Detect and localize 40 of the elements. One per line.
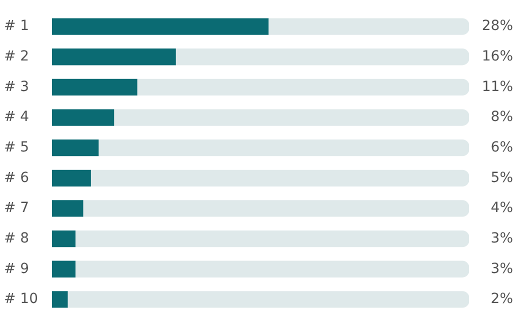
y-tick-label: # 9 xyxy=(4,260,30,277)
data-label: 8% xyxy=(490,109,513,126)
bar xyxy=(52,18,269,35)
bar xyxy=(52,230,76,248)
bar xyxy=(52,200,84,217)
y-tick-label: # 7 xyxy=(4,200,30,216)
bar xyxy=(74,230,469,248)
y-tick-label: # 3 xyxy=(4,78,30,95)
bar xyxy=(74,260,469,278)
bar xyxy=(67,291,469,308)
data-label: 5% xyxy=(490,170,513,186)
data-label: 4% xyxy=(490,200,513,216)
y-tick-label: # 2 xyxy=(4,48,30,65)
bar xyxy=(52,140,99,156)
data-label: 3% xyxy=(490,260,513,277)
bar xyxy=(82,200,469,217)
bar xyxy=(90,170,469,186)
y-tick-label: # 10 xyxy=(4,291,38,308)
bar xyxy=(175,48,469,66)
bar xyxy=(52,291,68,308)
bar xyxy=(52,170,91,186)
y-tick-label: # 4 xyxy=(4,109,30,126)
data-label: 11% xyxy=(482,78,513,95)
data-label: 6% xyxy=(490,139,513,156)
data-label: 3% xyxy=(490,230,513,246)
data-label: 2% xyxy=(490,291,513,308)
bar xyxy=(52,48,176,66)
bar xyxy=(136,78,469,96)
y-tick-label: # 6 xyxy=(4,170,30,186)
y-tick-label: # 5 xyxy=(4,139,30,156)
bar xyxy=(52,78,138,96)
y-tick-label: # 8 xyxy=(4,230,30,246)
bar xyxy=(52,260,76,278)
bar xyxy=(98,140,469,156)
bar xyxy=(52,109,114,126)
y-tick-label: # 1 xyxy=(4,18,30,34)
bar xyxy=(113,109,469,126)
data-label: 28% xyxy=(482,18,513,34)
data-label: 16% xyxy=(482,48,513,65)
bar xyxy=(268,18,469,35)
